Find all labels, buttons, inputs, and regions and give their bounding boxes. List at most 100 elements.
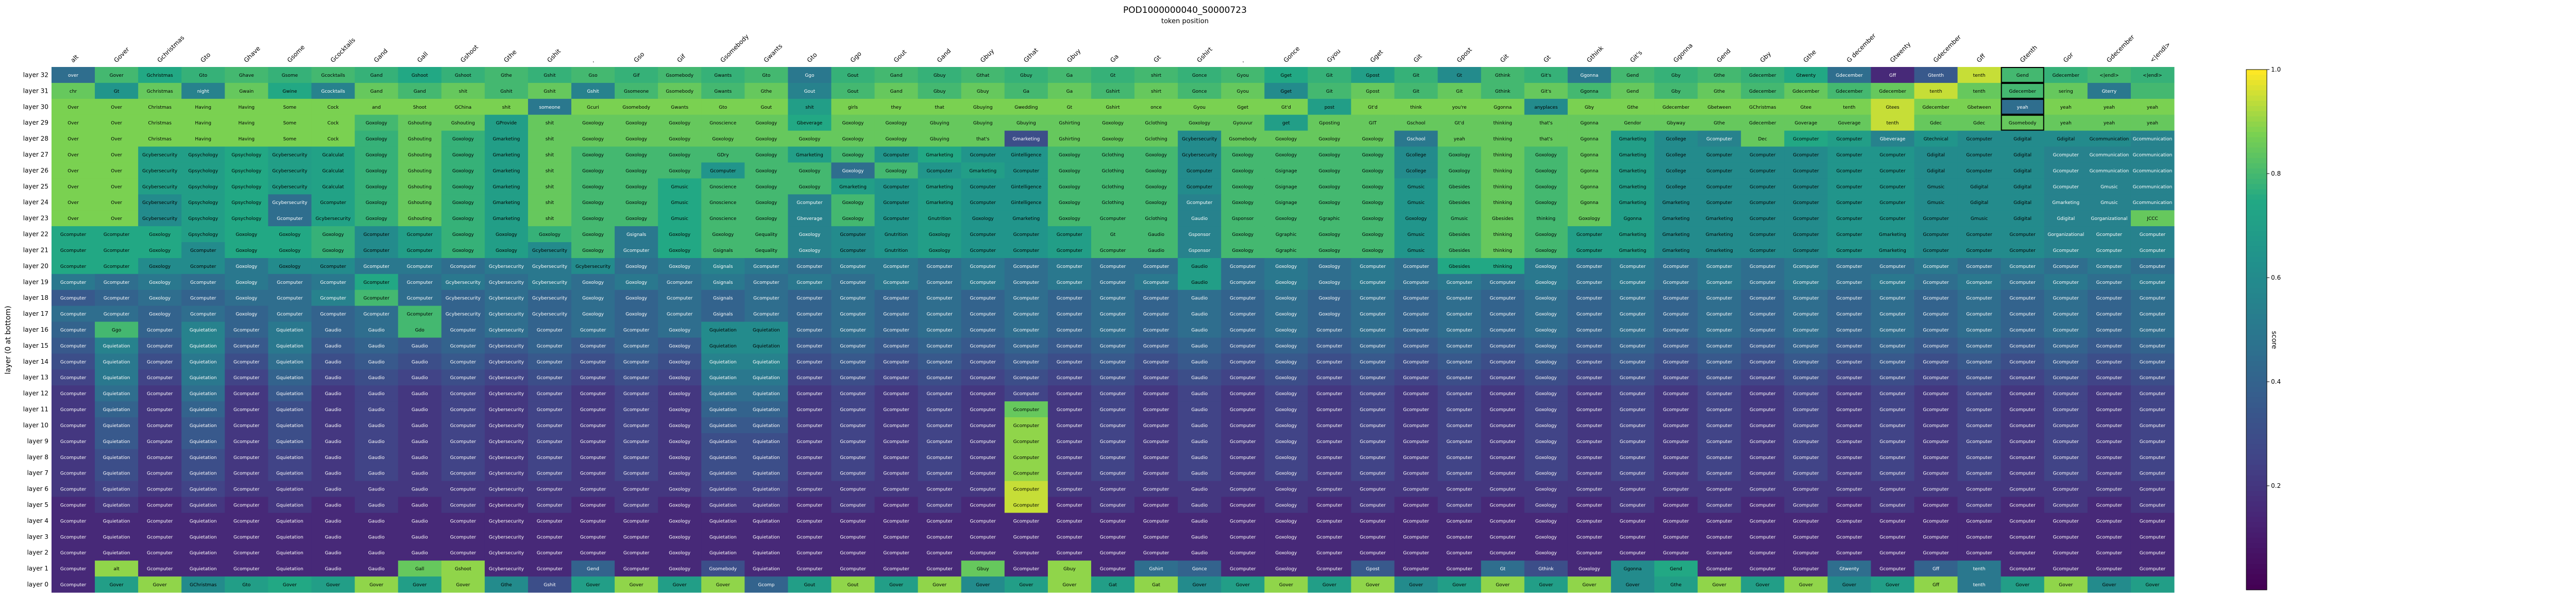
cell-token-label: Gaudio [368,439,385,445]
cell-token-label: Gcomputer [2053,392,2079,397]
cell-token-label: thinking [1493,200,1512,206]
cell-token-label: Gcomputer [2096,567,2123,572]
cell-token-label: Goxology [1362,216,1384,222]
cell-token-label: Gcomputer [1100,487,1126,492]
cell-token-label: Gcomputer [2053,280,2079,285]
heatmap-cell [528,194,572,211]
cell-token-label: Gcomputer [667,280,693,285]
cell-token-label: Over [111,105,122,110]
cell-token-label: Gquietation [190,407,217,413]
cell-token-label: Gcomputer [1230,280,1256,285]
colorbar-segment [2246,194,2267,200]
heatmap-cell [1611,98,1655,115]
cell-token-label: Gcomputer [796,503,823,508]
cell-token-label: Gcomputer [1403,312,1429,317]
heatmap-cell [1698,178,1741,195]
heatmap-cell [1654,114,1698,131]
cell-token-label: Gcomputer [926,551,953,556]
cell-token-label: Gaudio [412,471,428,477]
heatmap-cell [1827,98,1871,115]
cell-token-label: Gcomputer [1100,551,1126,556]
cell-token-label: Gcomputer [1793,407,1819,413]
cell-token-label: Goxology [625,280,647,285]
cell-token-label: Gt [1067,105,1073,110]
heatmap-cell [1091,82,1135,99]
cell-token-label: Gshouting [408,137,432,142]
heatmap-cell [484,242,529,259]
heatmap-cell [1308,210,1351,227]
cell-token-label: Gcomputer [970,280,996,285]
cell-token-label: Gsomebody [2009,121,2037,126]
cell-token-label: Goxology [669,455,690,461]
heatmap-cell [2044,210,2088,227]
cell-token-label: Goxology [669,121,690,126]
colorbar-segment [2246,262,2267,268]
cell-token-label: Goxology [1449,168,1470,174]
cell-token-label: Gcomputer [1360,455,1386,461]
heatmap-cell [2130,210,2175,227]
cell-token-label: Gcomputer [883,153,909,158]
cell-token-label: Goxology [669,392,690,397]
cell-token-label: Gto [719,105,727,110]
heatmap-cell [2044,162,2088,179]
heatmap-cell [354,98,399,115]
cell-token-label: Goxology [279,264,301,269]
cell-token-label: Gsponsor [1189,232,1211,237]
cell-token-label: Gcybersecurity [489,471,524,477]
cell-token-label: Gaudio [1191,503,1208,508]
cell-token-label: Goxology [1535,392,1557,397]
cell-token-label: Gcomputer [1966,535,1992,540]
cell-token-label: Gcomputer [1879,423,1906,429]
cell-token-label: <|endl> [2099,73,2119,78]
cell-token-label: Gcomputer [1446,551,1472,556]
cell-token-label: Gcomputer [1230,296,1256,301]
cell-token-label: Gcomputer [623,423,650,429]
cell-token-label: Gcomputer [970,296,996,301]
heatmap-cell [268,82,312,99]
cell-token-label: Gcomputer [1013,407,1040,413]
heatmap-cell [1524,210,1568,227]
cell-token-label: Goxology [366,216,387,222]
cell-token-label: Gcybersecurity [446,296,481,301]
cell-token-label: Goxology [582,312,604,317]
cell-token-label: Gshit [500,89,513,94]
cell-token-label: Goxology [1275,392,1297,397]
cell-token-label: Gcybersecurity [489,280,524,285]
cell-token-label: Gcomputer [1966,503,1992,508]
cell-token-label: Gcomputer [2140,407,2166,413]
heatmap-cell [961,146,1005,163]
cell-token-label: Gcomputer [2010,487,2036,492]
heatmap-cell [1178,226,1222,243]
cell-token-label: Gcomputer [1620,423,1646,429]
heatmap-cell [311,82,355,99]
cell-token-label: Gcomputer [1923,328,1949,333]
cell-token-label: Gcomputer [623,344,650,349]
cell-token-label: Gcomputer [2140,376,2166,381]
heatmap-cell [398,146,442,163]
cell-token-label: Gcomputer [1143,487,1170,492]
colorbar-segment [2246,517,2267,523]
heatmap-cell [788,178,832,195]
cell-token-label: Gshirt [1106,105,1120,110]
cell-token-label: Gcomputer [1100,360,1126,365]
cell-token-label: Gcomputer [1100,376,1126,381]
cell-token-label: Goxology [1275,519,1297,524]
cell-token-label: Gaudio [368,344,385,349]
colorbar-segment [2246,246,2267,252]
cell-token-label: yeah [2104,121,2115,126]
cell-token-label: chr [70,89,77,94]
cell-token-label: Gcomputer [1923,519,1949,524]
cell-token-label: Gcomputer [1446,487,1472,492]
cell-token-label: Gcomputer [2010,567,2036,572]
heatmap-cell [1871,226,1915,243]
cell-token-label: Gcomputer [1836,280,1862,285]
colorbar-segment [2246,90,2267,96]
x-tick-label: Gdecember [1932,33,1962,64]
cell-token-label: Gendor [1624,121,1641,126]
heatmap-cell [95,98,139,115]
cell-token-label: Gcomputer [450,535,477,540]
cell-token-label: Gcomputer [1923,248,1949,253]
cell-token-label: Gcomputer [147,392,173,397]
cell-token-label: Cock [328,121,340,126]
cell-token-label: Gcomputer [60,328,87,333]
